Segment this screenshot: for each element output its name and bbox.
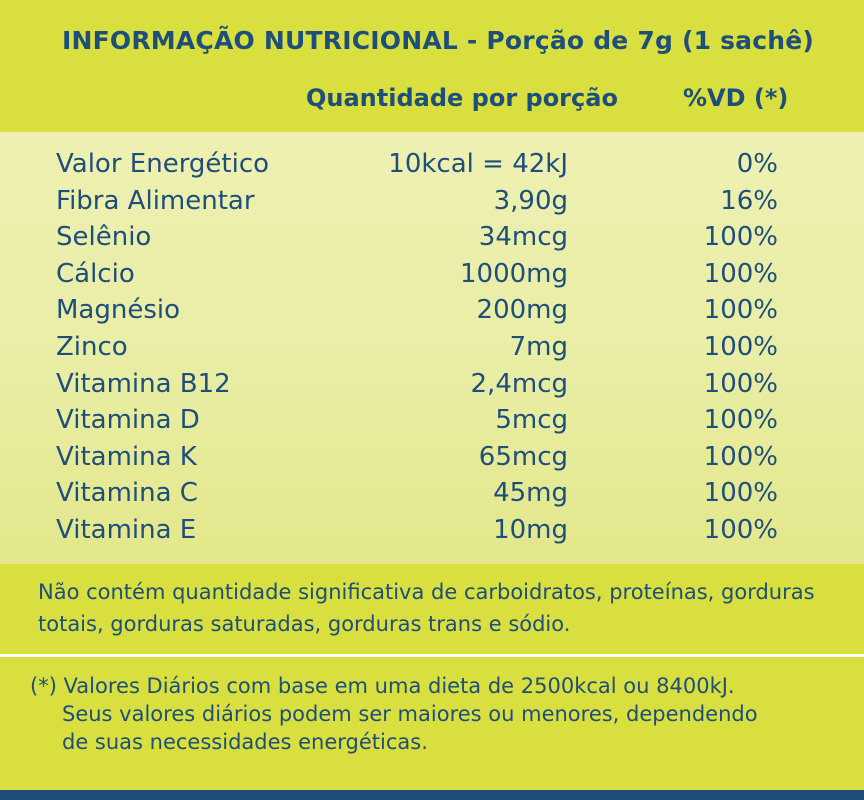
vd-value: 100%: [703, 405, 778, 436]
quantity-value: 5mcg: [495, 405, 568, 436]
not-significant-note: Não contém quantidade significativa de c…: [38, 580, 815, 636]
column-header-vd: %VD (*): [683, 84, 789, 112]
nutrient-name: Vitamina B12: [56, 368, 231, 399]
quantity-value: 34mcg: [478, 222, 568, 253]
vd-value: 100%: [703, 332, 778, 362]
footnote-line: de suas necessidades energéticas.: [62, 730, 428, 754]
vd-value: 100%: [703, 295, 778, 326]
footnote-line: (*) Valores Diários com base em uma diet…: [30, 674, 735, 698]
quantity-value: 45mg: [493, 478, 568, 509]
vd-value: 16%: [720, 185, 778, 216]
nutrient-name: Zinco: [56, 332, 128, 362]
vd-value: 100%: [703, 515, 778, 545]
divider: [0, 654, 864, 657]
quantity-value: 1000mg: [460, 258, 568, 289]
table-row: Vitamina B12 2,4mcg 100%: [0, 366, 864, 403]
vd-value: 0%: [736, 149, 778, 179]
table-row: Vitamina D 5mcg 100%: [0, 402, 864, 439]
quantity-value: 10mg: [493, 515, 568, 545]
nutrient-name: Vitamina E: [56, 515, 197, 545]
nutrient-name: Fibra Alimentar: [56, 185, 255, 216]
table-row: Zinco 7mg 100%: [0, 329, 864, 366]
vd-value: 100%: [703, 368, 778, 399]
nutrition-table: Valor Energético 10kcal = 42kJ 0% Fibra Ali…: [0, 132, 864, 564]
table-title: INFORMAÇÃO NUTRICIONAL - Porção de 7g (1…: [62, 26, 815, 55]
table-row: Vitamina K 65mcg 100%: [0, 439, 864, 476]
quantity-value: 65mcg: [478, 441, 568, 472]
header-band: INFORMAÇÃO NUTRICIONAL - Porção de 7g (1…: [0, 0, 864, 132]
table-row: Selênio 34mcg 100%: [0, 219, 864, 256]
daily-values-footnote: (*) Valores Diários com base em uma diet…: [30, 672, 850, 756]
nutrient-name: Vitamina D: [56, 405, 200, 436]
vd-value: 100%: [703, 478, 778, 509]
table-row: Magnésio 200mg 100%: [0, 292, 864, 329]
nutrient-name: Magnésio: [56, 295, 181, 326]
quantity-value: 2,4mcg: [470, 368, 568, 399]
column-header-quantity: Quantidade por porção: [306, 84, 618, 112]
vd-value: 100%: [703, 441, 778, 472]
table-row: Vitamina E 10mg 100%: [0, 512, 864, 549]
quantity-value: 7mg: [509, 332, 568, 362]
nutrient-name: Cálcio: [56, 258, 135, 289]
quantity-value: 3,90g: [493, 185, 568, 216]
vd-value: 100%: [703, 258, 778, 289]
quantity-value: 10kcal = 42kJ: [388, 149, 568, 179]
bottom-bar: [0, 790, 864, 800]
nutrient-name: Vitamina K: [56, 441, 197, 472]
nutrient-name: Valor Energético: [56, 149, 270, 179]
vd-value: 100%: [703, 222, 778, 253]
table-row: Vitamina C 45mg 100%: [0, 475, 864, 512]
footnote-line: Seus valores diários podem ser maiores o…: [62, 702, 758, 726]
table-row: Fibra Alimentar 3,90g 16%: [0, 183, 864, 220]
table-row: Cálcio 1000mg 100%: [0, 256, 864, 293]
quantity-value: 200mg: [476, 295, 568, 326]
nutrient-name: Vitamina C: [56, 478, 198, 509]
table-row: Valor Energético 10kcal = 42kJ 0%: [0, 146, 864, 183]
nutrient-name: Selênio: [56, 222, 152, 253]
